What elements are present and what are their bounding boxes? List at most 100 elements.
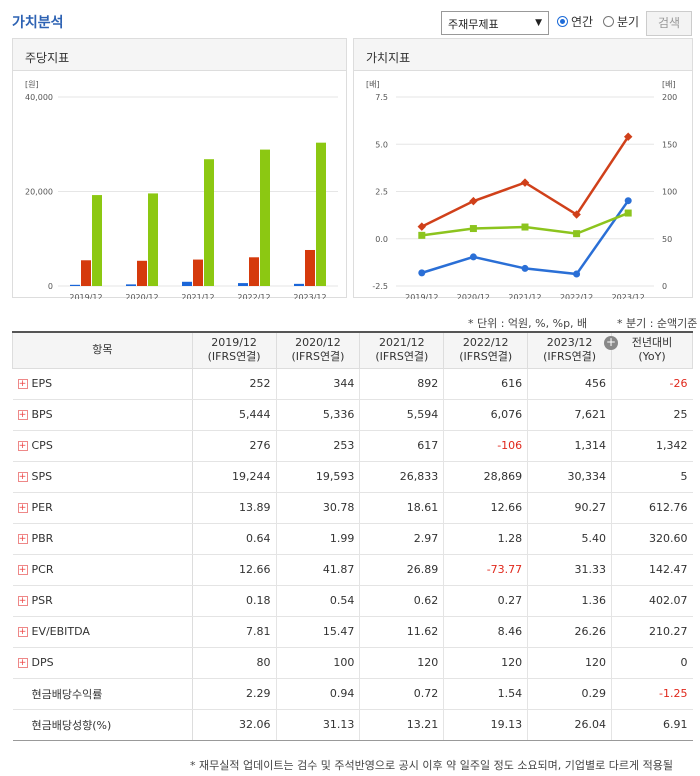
column-header: 항목 xyxy=(12,331,193,369)
row-label[interactable]: + EPS xyxy=(12,368,193,400)
table-cell: 0.64 xyxy=(192,523,277,555)
column-header-title: 2021/12 xyxy=(378,336,425,350)
table-cell: 6,076 xyxy=(443,399,529,431)
table-cell: 142.47 xyxy=(611,554,693,586)
column-header-title: 전년대비 xyxy=(631,336,673,350)
table-cell: 13.89 xyxy=(192,492,277,524)
table-cell: 26.04 xyxy=(527,709,613,741)
table-cell: 100 xyxy=(276,647,361,679)
column-header-subtitle: (IFRS연결) xyxy=(459,350,513,364)
table-cell: 344 xyxy=(276,368,361,400)
y-right-tick-label: 100 xyxy=(662,188,677,197)
table-cell: 18.61 xyxy=(359,492,445,524)
table-row: + BPS 5,444 5,336 5,594 6,076 7,621 25 xyxy=(12,399,693,431)
row-label-text: PSR xyxy=(31,594,53,607)
bar-bps xyxy=(81,260,91,286)
row-label[interactable]: + PER xyxy=(12,492,193,524)
table-cell: -73.77 xyxy=(443,554,529,586)
table-cell: 276 xyxy=(192,430,277,462)
table-cell: 30,334 xyxy=(527,461,613,493)
column-header-subtitle: (IFRS연결) xyxy=(207,350,261,364)
expand-row-icon[interactable]: + xyxy=(17,503,28,513)
row-label-text: CPS xyxy=(31,439,53,452)
table-cell: 11.62 xyxy=(359,616,445,648)
table-cell: 1.54 xyxy=(443,678,529,710)
point-psr xyxy=(624,209,632,217)
expand-row-icon[interactable]: + xyxy=(17,410,28,420)
column-header: 2019/12 (IFRS연결) xyxy=(191,331,277,369)
bar-eps xyxy=(294,283,304,286)
table-cell: 28,869 xyxy=(443,461,529,493)
row-label[interactable]: + PBR xyxy=(12,523,193,555)
x-tick-label: 2023/12 xyxy=(612,293,645,299)
table-cell: 210.27 xyxy=(611,616,693,648)
table-cell: 6.91 xyxy=(611,709,693,741)
column-header-title: 2022/12 xyxy=(462,336,509,350)
x-tick-label: 2019/12 xyxy=(69,293,102,299)
table-row: + PSR 0.18 0.54 0.62 0.27 1.36 402.07 xyxy=(12,585,693,617)
statement-select[interactable]: 주재무제표 ▼ xyxy=(441,11,549,35)
expand-row-icon[interactable]: + xyxy=(17,565,28,575)
row-label-text: EV/EBITDA xyxy=(31,625,90,638)
table-cell: 19,593 xyxy=(276,461,361,493)
point-per xyxy=(624,197,632,205)
row-label-text: BPS xyxy=(31,408,53,421)
point-psr xyxy=(469,225,477,233)
expand-row-icon[interactable]: + xyxy=(17,472,28,482)
valuation-panel: 가치지표 [배] [배] 7.5 200 5.0 150 2.5 100 0.0 50 -2.5 0 2… xyxy=(353,38,693,299)
table-cell: 30.78 xyxy=(276,492,361,524)
y-right-tick-label: 50 xyxy=(662,235,672,244)
expand-row-icon[interactable]: + xyxy=(17,379,28,389)
table-cell: 1.99 xyxy=(276,523,361,555)
table-cell: 0.29 xyxy=(527,678,613,710)
row-label[interactable]: + CPS xyxy=(12,430,193,462)
bar-sps xyxy=(260,149,270,286)
expand-row-icon[interactable]: + xyxy=(17,534,28,544)
expand-row-icon[interactable]: + xyxy=(17,658,28,668)
table-cell: 402.07 xyxy=(611,585,693,617)
expand-row-icon[interactable]: + xyxy=(17,441,28,451)
row-label[interactable]: + PSR xyxy=(12,585,193,617)
bar-bps xyxy=(305,249,315,286)
expand-row-icon[interactable]: + xyxy=(17,627,28,637)
row-label[interactable]: + EV/EBITDA xyxy=(12,616,193,648)
y-tick-label: 20,000 xyxy=(25,188,53,197)
y-right-tick-label: 150 xyxy=(662,140,677,149)
row-label[interactable]: + BPS xyxy=(12,399,193,431)
y-left-tick-label: 7.5 xyxy=(375,93,388,102)
radio-quarter[interactable]: 분기 xyxy=(603,13,639,30)
radio-annual[interactable]: 연간 xyxy=(557,13,593,30)
point-psr xyxy=(521,223,529,231)
column-header-subtitle: (IFRS연결) xyxy=(375,350,429,364)
y-tick-label: 40,000 xyxy=(25,93,53,102)
row-label-text: PBR xyxy=(31,532,54,545)
table-row: + CPS 276 253 617 -106 1,314 1,342 xyxy=(12,430,693,462)
row-label[interactable]: + SPS xyxy=(12,461,193,493)
search-button[interactable]: 검색 xyxy=(646,11,692,36)
valuation-table: 항목 2019/12 (IFRS연결) 2020/12 (IFRS연결) 2021/12(… xyxy=(12,331,693,741)
radio-quarter-dot[interactable] xyxy=(603,16,614,27)
table-cell: 5,594 xyxy=(359,399,445,431)
radio-annual-dot[interactable] xyxy=(557,16,568,27)
table-cell: 0.54 xyxy=(276,585,361,617)
table-cell: 5.40 xyxy=(527,523,613,555)
point-pbr xyxy=(469,196,478,206)
expand-row-icon[interactable]: + xyxy=(17,596,28,606)
table-cell: 253 xyxy=(276,430,361,462)
table-cell: 7,621 xyxy=(527,399,613,431)
expand-columns-icon[interactable]: + xyxy=(604,335,618,350)
column-header: 전년대비 (YoY) xyxy=(611,331,693,369)
statement-select-value: 주재무제표 xyxy=(448,18,499,31)
point-pbr xyxy=(417,222,427,231)
table-row: 현금배당성향(%) 32.06 31.13 13.21 19.13 26.04 6.91 xyxy=(12,709,693,741)
column-header-title: 항목 xyxy=(92,343,113,357)
table-row: + PBR 0.64 1.99 2.97 1.28 5.40 320.60 xyxy=(12,523,693,555)
row-label[interactable]: + DPS xyxy=(12,647,193,679)
x-tick-label: 2020/12 xyxy=(125,293,158,299)
table-cell: 1.36 xyxy=(527,585,613,617)
table-cell: 0.18 xyxy=(192,585,277,617)
table-cell: 90.27 xyxy=(527,492,613,524)
row-label[interactable]: + PCR xyxy=(12,554,193,586)
x-tick-label: 2022/12 xyxy=(237,293,270,299)
point-psr xyxy=(573,230,581,238)
